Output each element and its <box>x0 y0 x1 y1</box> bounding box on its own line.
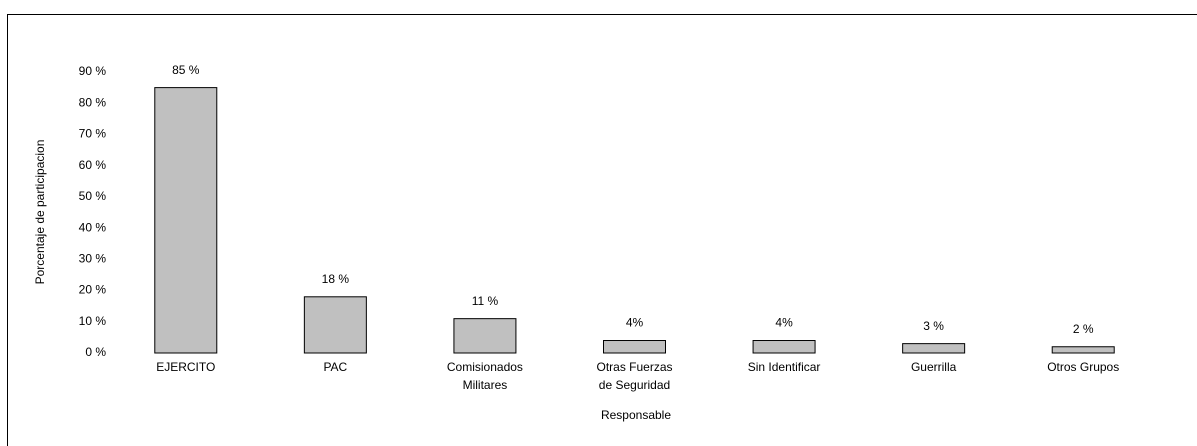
x-tick-label: EJERCITO <box>156 360 216 374</box>
y-tick-label: 30 % <box>79 252 107 266</box>
bar <box>603 340 666 354</box>
bar <box>303 296 367 354</box>
chart-frame <box>7 14 1197 446</box>
x-axis-label: Responsable <box>601 408 671 422</box>
bar <box>752 340 816 354</box>
x-tick-label: Otras Fuerzas de Seguridad <box>596 360 673 392</box>
y-tick-label: 50 % <box>79 189 107 203</box>
y-tick-label: 40 % <box>79 220 107 234</box>
y-tick-label: 90 % <box>79 64 107 78</box>
y-tick-label: 80 % <box>79 95 107 109</box>
x-tick-label: Otros Grupos <box>1047 360 1120 374</box>
data-label: 11 % <box>472 294 499 308</box>
x-tick-label: PAC <box>323 360 348 374</box>
y-tick-label: 70 % <box>79 127 107 141</box>
bar <box>902 343 966 354</box>
data-label: 85 % <box>172 63 200 77</box>
data-label: 4% <box>775 316 793 330</box>
bar <box>1051 346 1115 354</box>
bar <box>453 318 517 354</box>
y-axis-label: Porcentaje de participacion <box>33 140 47 285</box>
y-tick-label: 0 % <box>85 345 106 359</box>
data-label: 4% <box>626 316 644 330</box>
y-tick-label: 20 % <box>79 283 107 297</box>
y-tick-label: 60 % <box>79 158 107 172</box>
data-label: 18 % <box>322 272 350 286</box>
data-label: 2 % <box>1073 322 1094 336</box>
data-label: 3 % <box>923 319 944 333</box>
x-tick-label: Guerrilla <box>910 360 957 374</box>
x-tick-label: Comisionados Militares <box>446 360 523 392</box>
bar <box>154 87 218 354</box>
y-tick-label: 10 % <box>79 314 107 328</box>
x-tick-label: Sin Identificar <box>747 360 821 374</box>
